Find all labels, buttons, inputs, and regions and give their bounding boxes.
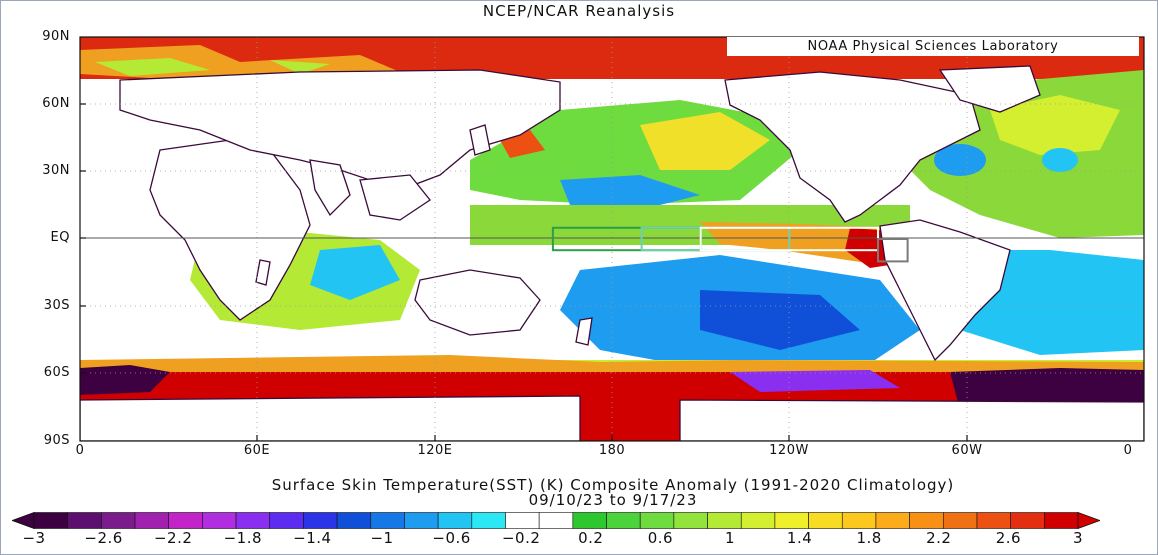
lat-label-30n: 30N xyxy=(42,163,70,178)
colorbar-swatch xyxy=(437,512,473,529)
colorbar-swatch xyxy=(942,512,978,529)
north-pacific-warm xyxy=(640,112,770,170)
colorbar-tick-label: 1.4 xyxy=(786,529,813,547)
colorbar-swatch xyxy=(572,512,607,529)
lon-label-0-west: 0 xyxy=(75,443,85,458)
continent-southeast-asia xyxy=(359,174,431,221)
colorbar-tick-label: 2.2 xyxy=(926,529,952,547)
colorbar-swatch xyxy=(808,512,843,529)
lat-label-60n: 60N xyxy=(42,96,70,111)
colorbar-swatch xyxy=(909,512,944,529)
colorbar-tick-label: 3 xyxy=(1072,529,1084,547)
colorbar-swatch xyxy=(1044,512,1079,529)
colorbar-swatch xyxy=(168,512,203,529)
colorbar-swatch xyxy=(404,512,439,529)
continent-australia xyxy=(414,269,541,336)
continent-greenland xyxy=(938,65,1041,113)
colorbar-over-arrow xyxy=(1077,512,1100,529)
figure-title: NCEP/NCAR Reanalysis xyxy=(482,2,676,20)
lat-label-eq: EQ xyxy=(50,230,70,245)
colorbar-swatch xyxy=(336,512,372,529)
colorbar-labels: −3 −2.6 −2.2 −1.8 −1.4 −1 −0.6 −0.2 0.2 0.6 1 1.4 1.… xyxy=(0,529,1158,549)
island-new-zealand xyxy=(575,317,593,346)
colorbar-swatch xyxy=(841,512,877,529)
colorbar-swatch xyxy=(774,512,809,529)
north-pacific-cool xyxy=(560,175,700,210)
colorbar-tick-label: −2.2 xyxy=(153,529,193,547)
nino-region-box xyxy=(877,238,909,263)
colorbar-swatch xyxy=(1010,512,1045,529)
lat-label-30s: 30S xyxy=(43,298,70,313)
lat-label-90s: 90S xyxy=(43,433,70,448)
colorbar-swatch xyxy=(673,512,708,529)
lon-label-120e: 120E xyxy=(417,443,453,458)
colorbar-tick-label: −2.6 xyxy=(84,529,123,547)
colorbar-swatch xyxy=(67,512,102,529)
colorbar-swatch xyxy=(370,512,405,529)
colorbar-swatch xyxy=(303,512,338,529)
continent-eurasia xyxy=(119,69,561,191)
north-atlantic-cool-2 xyxy=(1042,148,1078,172)
colorbar-tick-label: 1 xyxy=(724,529,736,547)
north-atlantic-warm xyxy=(990,95,1120,155)
lat-label-90n: 90N xyxy=(42,29,70,44)
lon-label-60e: 60E xyxy=(243,443,271,458)
island-madagascar xyxy=(255,259,271,286)
colorbar-swatch xyxy=(134,512,170,529)
continent-antarctica xyxy=(80,395,581,441)
continent-north-america xyxy=(724,71,981,223)
continent-india xyxy=(309,159,351,217)
southern-ocean-warm xyxy=(80,355,1144,372)
lon-label-180: 180 xyxy=(598,443,626,458)
colorbar-tick-label: −0.6 xyxy=(432,529,471,547)
colorbar-tick-label: 1.8 xyxy=(856,529,882,547)
colorbar-tick-label: 0.6 xyxy=(647,529,674,547)
antarctic-purple xyxy=(730,370,900,392)
south-pacific-deep-cool xyxy=(700,290,860,350)
colorbar-tick-label: −1.4 xyxy=(293,529,332,547)
continent-africa xyxy=(149,139,311,321)
colorbar-swatch xyxy=(740,512,776,529)
colorbar xyxy=(12,512,1100,529)
colorbar-swatch xyxy=(976,512,1011,529)
colorbar-swatch xyxy=(202,512,237,529)
continent-antarctica-east xyxy=(679,399,1144,441)
lon-label-120w: 120W xyxy=(769,443,809,458)
antarctic-cold-west xyxy=(80,365,170,395)
credit-label: NOAA Physical Sciences Laboratory xyxy=(727,37,1139,56)
colorbar-swatch xyxy=(33,512,68,529)
colorbar-swatch xyxy=(875,512,910,529)
colorbar-swatch xyxy=(269,512,304,529)
colorbar-under-arrow xyxy=(12,512,35,529)
continent-south-america xyxy=(879,219,1011,362)
colorbar-swatch xyxy=(639,512,675,529)
colorbar-tick-label: −0.2 xyxy=(501,529,541,547)
indian-ocean-cool xyxy=(310,245,400,300)
figure-caption: Surface Skin Temperature(SST) (K) Compos… xyxy=(271,476,955,494)
island-japan xyxy=(469,124,491,156)
lat-label-60s: 60S xyxy=(43,365,70,380)
lon-label-60w: 60W xyxy=(951,443,983,458)
colorbar-tick-label: −1.8 xyxy=(223,529,263,547)
colorbar-swatch xyxy=(505,512,540,529)
arctic-green-patches xyxy=(95,58,330,76)
colorbar-tick-label: −1 xyxy=(370,529,394,547)
date-range: 09/10/23 to 9/17/23 xyxy=(528,491,698,509)
colorbar-swatch xyxy=(707,512,742,529)
lon-label-0-east: 0 xyxy=(1123,443,1133,458)
north-atlantic-cool xyxy=(934,144,986,176)
colorbar-swatch xyxy=(606,512,641,529)
colorbar-tick-label: 0.2 xyxy=(578,529,604,547)
colorbar-tick-label: 2.6 xyxy=(995,529,1022,547)
colorbar-swatch xyxy=(471,512,506,529)
colorbar-swatch xyxy=(538,512,574,529)
colorbar-tick-label: −3 xyxy=(22,529,46,547)
colorbar-swatch xyxy=(101,512,136,529)
colorbar-swatch xyxy=(235,512,271,529)
